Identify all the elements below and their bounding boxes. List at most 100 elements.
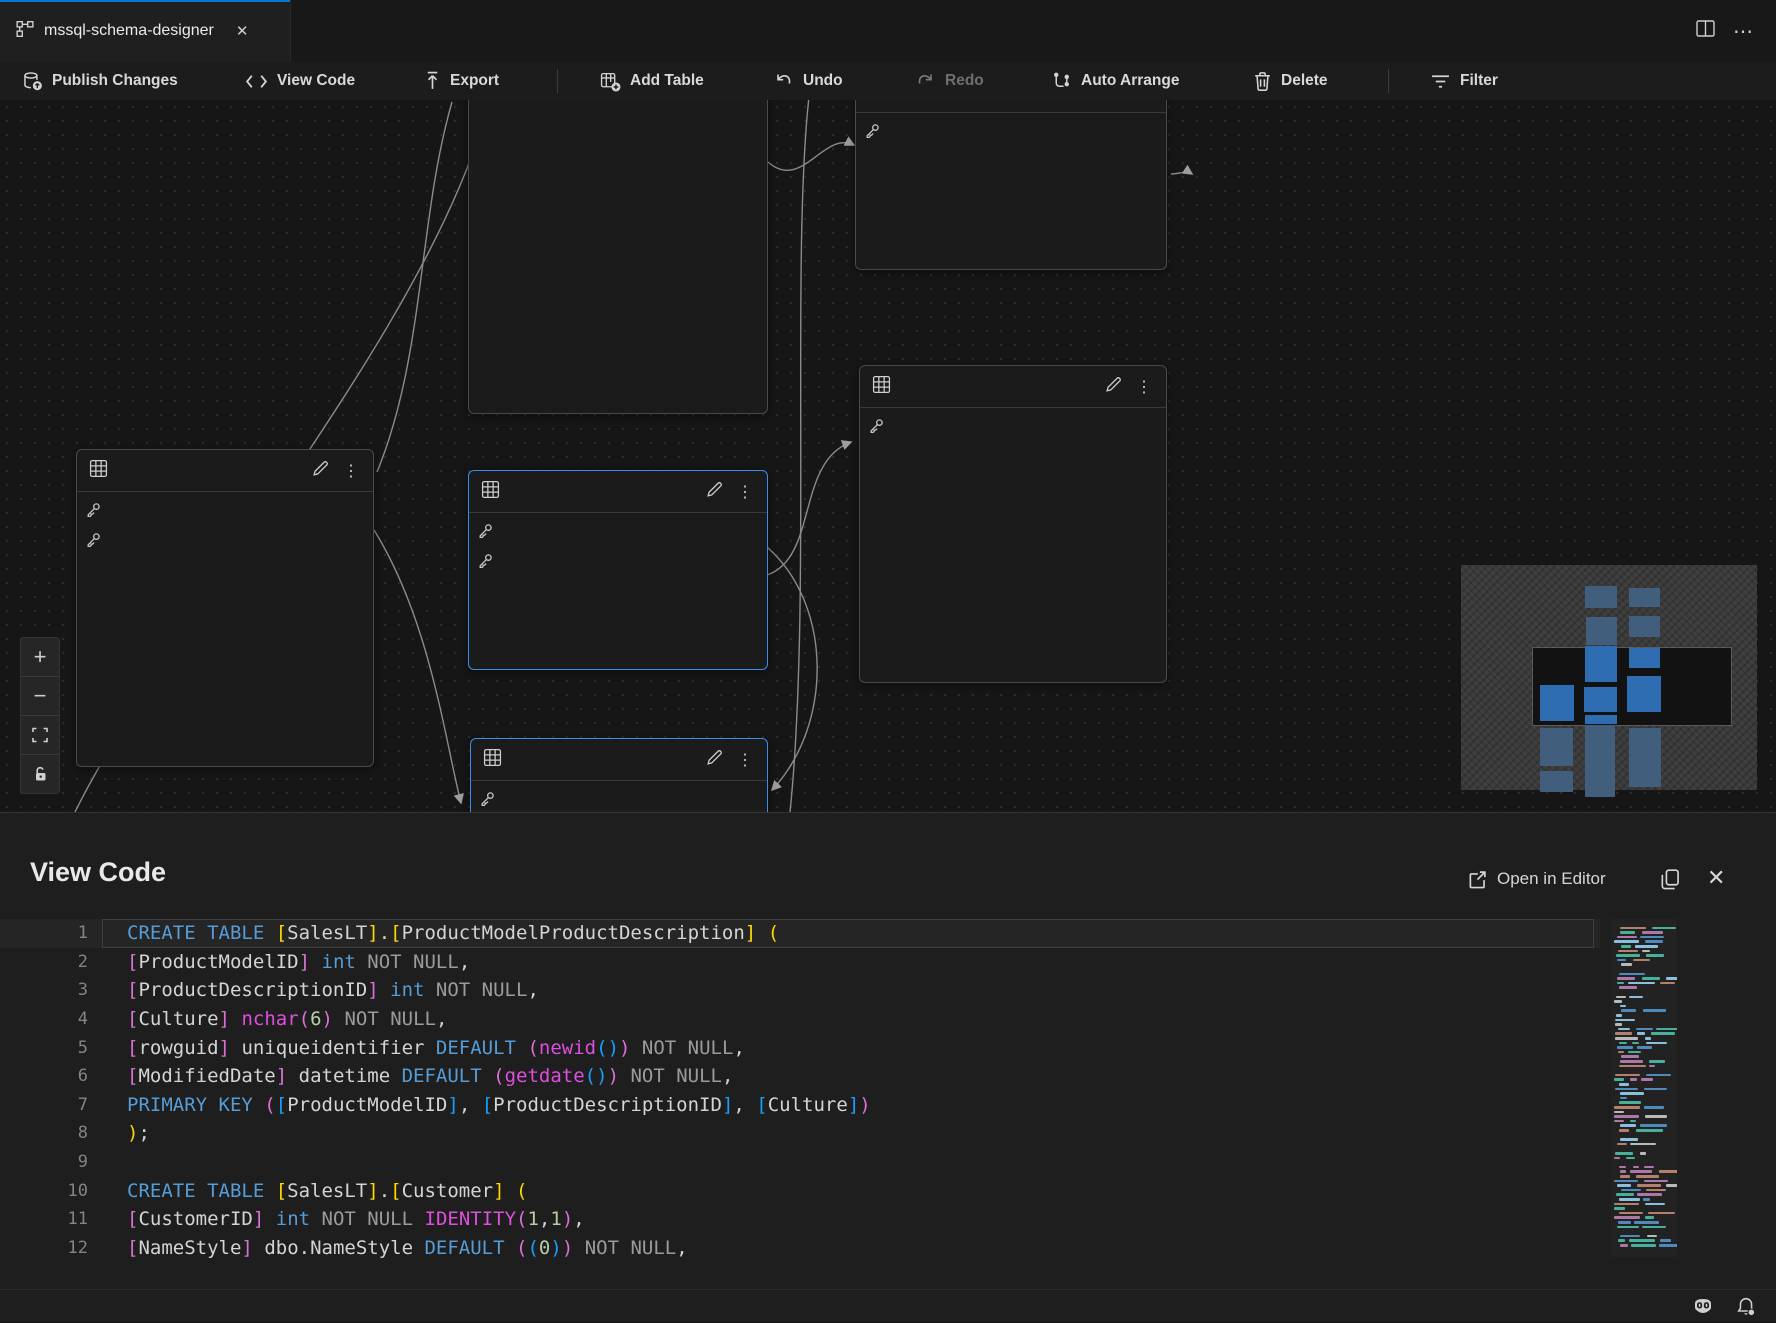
table-menu-icon[interactable]: ⋮ — [737, 752, 753, 769]
delete-button[interactable]: Delete — [1253, 62, 1328, 100]
export-button[interactable]: Export — [424, 62, 499, 100]
notifications-bell-icon[interactable] — [1736, 1297, 1756, 1322]
line-number: 1 — [77, 923, 88, 944]
table-row — [77, 554, 373, 584]
edit-table-icon[interactable] — [310, 458, 331, 484]
fit-view-button[interactable] — [21, 715, 59, 754]
table-row — [856, 175, 1166, 205]
export-icon — [424, 71, 441, 91]
redo-icon — [915, 72, 936, 90]
code-line: 2 [ProductModelID] int NOT NULL, — [0, 948, 1600, 977]
addtable-button[interactable]: Add Table — [600, 62, 704, 100]
code-line: 12 [NameStyle] dbo.NameStyle DEFAULT ((0)… — [0, 1234, 1600, 1263]
table-row — [77, 613, 373, 643]
bottom-bar — [0, 1289, 1776, 1323]
code-line: 4 [Culture] nchar(6) NOT NULL, — [0, 1005, 1600, 1034]
minimap-table-block — [1585, 715, 1617, 724]
autoarrange-button[interactable]: Auto Arrange — [1051, 62, 1179, 100]
table-row — [469, 516, 767, 546]
table-row — [469, 261, 767, 291]
undo-button[interactable]: Undo — [773, 62, 843, 100]
code-line: 1 CREATE TABLE [SalesLT].[ProductModelPro… — [0, 919, 1600, 948]
table-row — [860, 559, 1166, 589]
more-actions-icon[interactable]: ⋯ — [1733, 20, 1754, 43]
tab-close-icon[interactable]: ✕ — [235, 23, 249, 40]
split-editor-icon[interactable] — [1696, 20, 1715, 42]
lock-button[interactable] — [21, 754, 59, 793]
table-row — [77, 525, 373, 555]
table-row — [469, 113, 767, 143]
code-minimap[interactable] — [1611, 919, 1677, 1257]
addtable-icon — [600, 71, 621, 92]
header-divider — [856, 112, 1166, 113]
zoom-out-button[interactable]: − — [21, 676, 59, 715]
redo-button[interactable]: Redo — [915, 62, 984, 100]
table-row — [469, 605, 767, 635]
minimap-table-block — [1540, 771, 1573, 792]
table-row — [469, 143, 767, 173]
copy-code-icon[interactable] — [1661, 869, 1680, 895]
code-line: 8); — [0, 1119, 1600, 1148]
table-card-salesorderheader[interactable]: ⋮ — [470, 738, 768, 812]
table-row — [856, 146, 1166, 176]
table-card-address[interactable]: ⋮ — [859, 365, 1167, 683]
designer-toolbar: Publish Changes View Code Export Add Table U… — [0, 62, 1776, 101]
toolbar-separator — [1388, 69, 1389, 93]
filter-icon — [1430, 74, 1451, 89]
code-line: 3 [ProductDescriptionID] int NOT NULL, — [0, 976, 1600, 1005]
sql-code-view: 1 CREATE TABLE [SalesLT].[ProductModelPro… — [0, 919, 1600, 1262]
table-card-header — [856, 100, 1166, 112]
table-row — [77, 643, 373, 673]
line-number: 2 — [77, 951, 88, 972]
table-grid-icon — [872, 375, 891, 399]
table-card-productcategory[interactable] — [855, 100, 1167, 270]
table-row — [860, 588, 1166, 618]
primary-key-icon — [480, 791, 495, 811]
table-card-header: ⋮ — [860, 366, 1166, 407]
edit-table-icon[interactable] — [704, 479, 725, 505]
table-row — [860, 441, 1166, 471]
table-row — [860, 470, 1166, 500]
tab-title: mssql-schema-designer — [44, 22, 214, 39]
tab-mssql-schema-designer[interactable]: mssql-schema-designer ✕ — [0, 0, 291, 62]
filter-label: Filter — [1460, 72, 1498, 89]
publish-button[interactable]: Publish Changes — [22, 62, 178, 100]
table-row — [469, 290, 767, 320]
fit-view-icon — [32, 727, 48, 743]
open-external-icon — [1469, 870, 1486, 888]
open-in-editor-button[interactable]: Open in Editor — [1468, 869, 1606, 889]
canvas-minimap[interactable] — [1461, 565, 1757, 797]
header-divider — [469, 512, 767, 513]
line-number: 9 — [77, 1152, 88, 1173]
zoom-in-button[interactable]: + — [33, 644, 47, 669]
table-menu-icon[interactable]: ⋮ — [343, 463, 359, 480]
table-grid-icon — [483, 748, 502, 772]
table-row — [471, 784, 767, 812]
table-menu-icon[interactable]: ⋮ — [1136, 379, 1152, 396]
autoarrange-label: Auto Arrange — [1081, 72, 1180, 89]
schema-canvas[interactable]: ⋮ ⋮ ⋮ ⋮ + − — [0, 100, 1776, 812]
line-number: 8 — [77, 1123, 88, 1144]
redo-label: Redo — [945, 72, 984, 89]
edit-table-icon[interactable] — [704, 747, 725, 773]
line-number: 5 — [77, 1037, 88, 1058]
line-number: 10 — [67, 1180, 88, 1201]
table-card-salesorderdetail[interactable]: ⋮ — [76, 449, 374, 767]
primary-key-icon — [478, 523, 493, 543]
table-row — [860, 411, 1166, 441]
table-row — [469, 546, 767, 576]
table-row — [856, 205, 1166, 235]
table-grid-icon — [868, 100, 887, 105]
table-row — [469, 202, 767, 232]
edit-table-icon[interactable] — [1103, 374, 1124, 400]
table-card-customeraddress[interactable]: ⋮ — [468, 470, 768, 670]
toolbar-separator — [557, 69, 558, 93]
table-menu-icon[interactable]: ⋮ — [737, 484, 753, 501]
table-card-product[interactable] — [468, 100, 768, 414]
table-card-header: ⋮ — [77, 450, 373, 491]
close-panel-icon[interactable]: ✕ — [1707, 865, 1726, 890]
filter-button[interactable]: Filter — [1430, 62, 1498, 100]
code-line: 7 PRIMARY KEY ([ProductModelID], [Product… — [0, 1091, 1600, 1120]
copilot-icon[interactable] — [1692, 1297, 1714, 1320]
viewcode-button[interactable]: View Code — [245, 62, 355, 100]
